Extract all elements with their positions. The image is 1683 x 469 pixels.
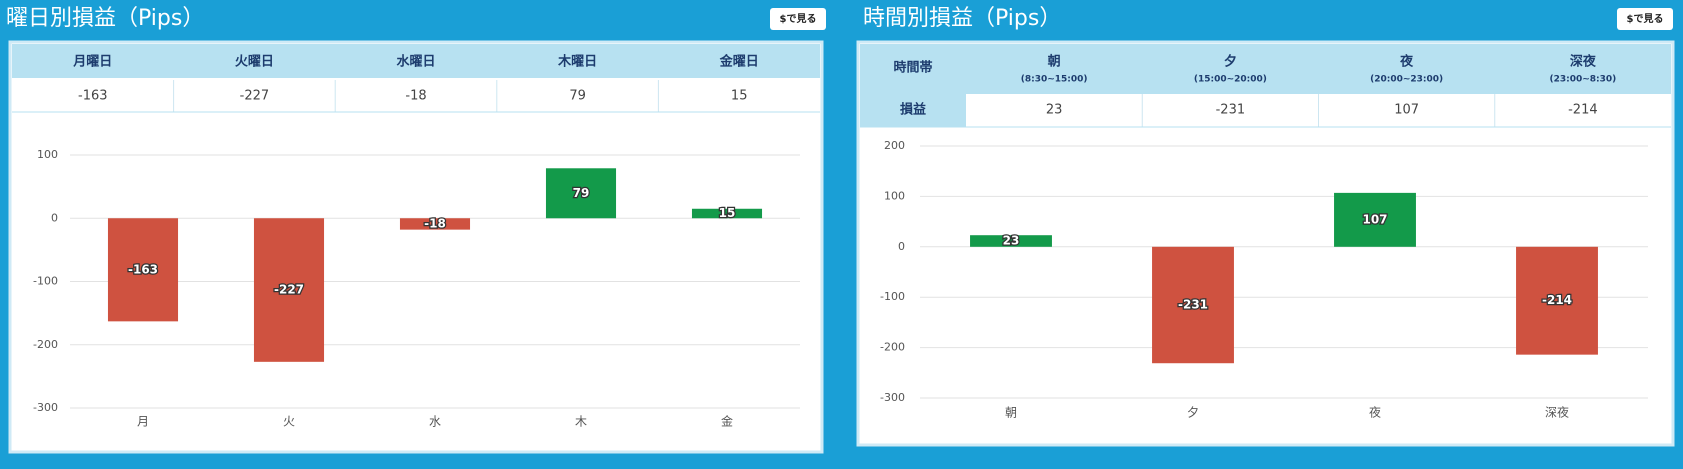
bar-label: -214 [1542, 293, 1572, 307]
table-row-label [860, 94, 966, 127]
table-header-cell: 朝 [1048, 54, 1061, 70]
table-cell: -163 [78, 89, 108, 104]
bar-label: -227 [274, 283, 304, 297]
bar [399, 218, 471, 230]
table-header-cell: 火曜日 [235, 55, 274, 70]
bar-label: -18 [424, 216, 446, 230]
table-header [12, 44, 820, 78]
bar-label: 107 [1362, 212, 1387, 226]
bar [545, 168, 617, 219]
table-cell: -214 [1568, 103, 1598, 118]
y-tick-label: -200 [880, 341, 905, 354]
table-header-cell: 木曜日 [557, 54, 597, 70]
x-tick-label: 火 [283, 415, 295, 429]
button[interactable] [770, 8, 826, 30]
y-tick-label: 100 [37, 148, 58, 161]
y-tick-label: 0 [898, 240, 905, 253]
table-header-sub: (8:30~15:00) [1021, 75, 1088, 85]
button[interactable] [1617, 8, 1673, 30]
x-tick-label: 月 [137, 415, 149, 429]
y-tick-label: 0 [51, 211, 58, 224]
table-header [860, 44, 1671, 94]
y-tick-label: 100 [884, 189, 905, 202]
panel-title: 時間別損益（Pips） [863, 6, 1061, 31]
table-cell: 107 [1394, 103, 1419, 118]
bar [1516, 246, 1598, 355]
table-row-label: 時間帯 [893, 60, 932, 76]
table-header-cell: 夕 [1224, 54, 1237, 70]
bar [970, 235, 1052, 247]
bar [691, 208, 763, 219]
x-tick-label: 夕 [1187, 406, 1199, 420]
table-cell: 79 [569, 89, 586, 104]
table-header-sub: (20:00~23:00) [1370, 75, 1443, 85]
table-header-cell: 水曜日 [396, 54, 435, 70]
table-header-cell: 金曜日 [719, 54, 759, 70]
bar-label: 79 [573, 186, 590, 200]
table-header-sub: (15:00~20:00) [1194, 75, 1267, 85]
x-tick-label: 深夜 [1545, 405, 1569, 420]
x-tick-label: 朝 [1005, 406, 1017, 420]
bar-label: -231 [1178, 298, 1208, 312]
bar-label: 23 [1003, 234, 1020, 248]
x-tick-label: 水 [429, 415, 441, 429]
y-tick-label: -300 [880, 391, 905, 404]
bar [107, 218, 179, 322]
bar [253, 218, 325, 362]
x-tick-label: 夜 [1369, 405, 1381, 420]
x-tick-label: 金 [721, 414, 733, 429]
table-cell: 23 [1046, 103, 1063, 118]
y-tick-label: 200 [884, 139, 905, 152]
table-header-cell: 深夜 [1570, 54, 1597, 70]
x-tick-label: 木 [575, 415, 587, 429]
table-header-cell: 夜 [1399, 54, 1414, 70]
y-tick-label: -100 [880, 290, 905, 303]
table-header-cell: 月曜日 [72, 55, 112, 70]
table-row-label: 損益 [900, 102, 926, 118]
table-cell: 15 [731, 89, 748, 104]
button-label[interactable]: $で見る [1627, 13, 1664, 25]
y-tick-label: -300 [33, 401, 58, 414]
y-tick-label: -100 [33, 275, 58, 288]
bar [1334, 192, 1416, 247]
bar-label: 15 [719, 206, 736, 220]
table-header-sub: (23:00~8:30) [1549, 75, 1616, 85]
panel-title: 曜日別損益（Pips） [6, 6, 204, 31]
button-label[interactable]: $で見る [780, 13, 817, 25]
y-tick-label: -200 [33, 338, 58, 351]
bar [1152, 246, 1234, 364]
table-cell: -231 [1216, 103, 1246, 118]
table-cell: -18 [405, 89, 426, 104]
bar-label: -163 [128, 262, 158, 276]
table-cell: -227 [240, 89, 270, 104]
